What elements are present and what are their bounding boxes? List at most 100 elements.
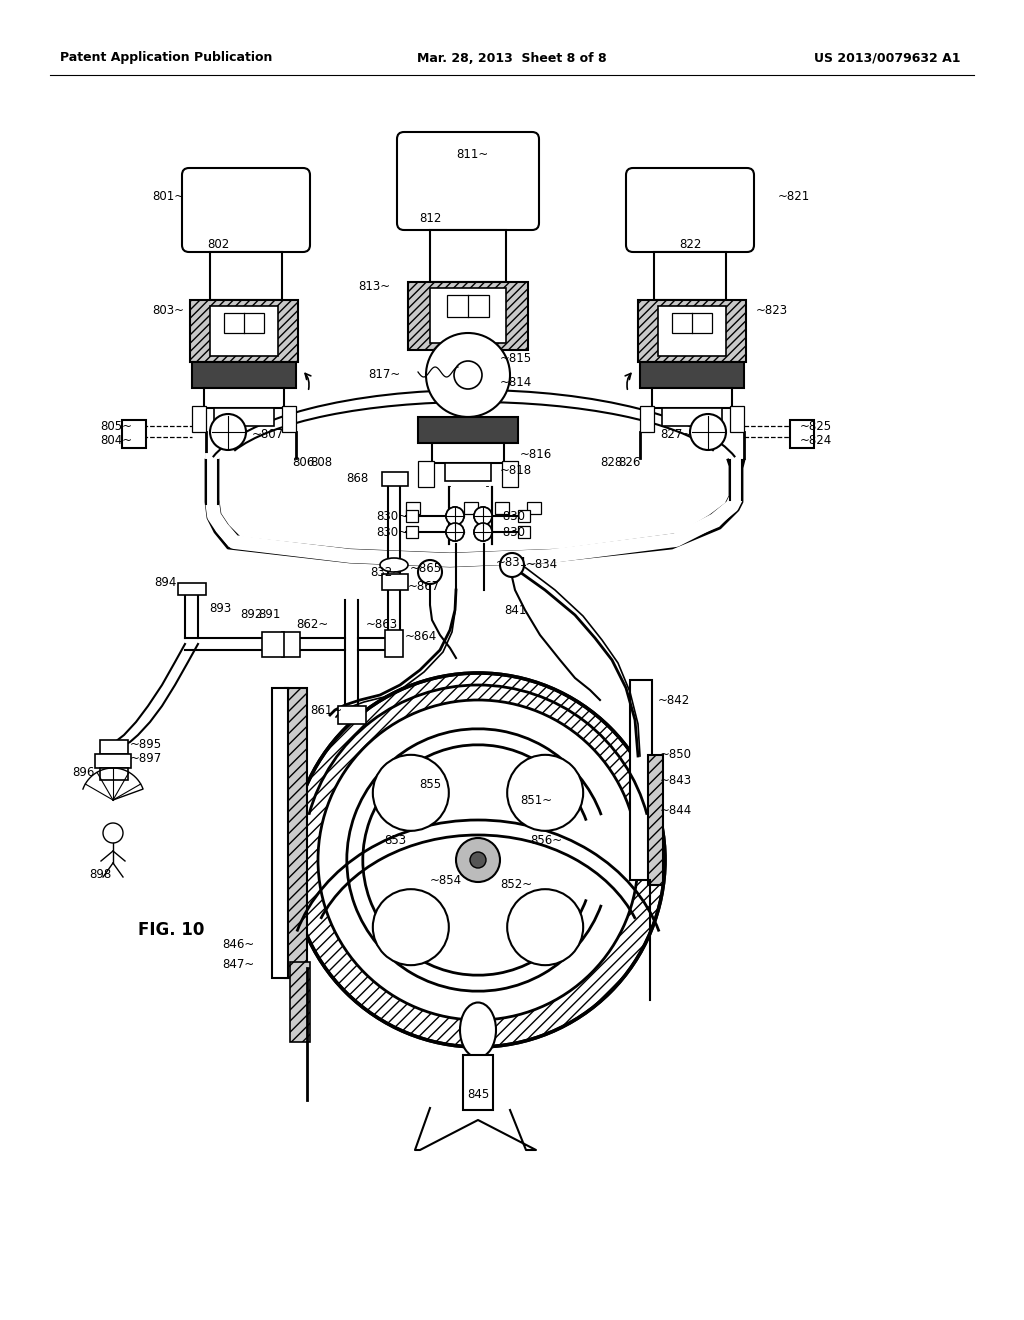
- Bar: [418, 417, 518, 444]
- Text: ~834: ~834: [526, 558, 558, 572]
- Text: ~824: ~824: [800, 433, 833, 446]
- Text: ~867: ~867: [408, 579, 440, 593]
- Text: 828: 828: [600, 455, 623, 469]
- Text: 846~: 846~: [222, 939, 254, 952]
- Text: Patent Application Publication: Patent Application Publication: [60, 51, 272, 65]
- Text: 832~: 832~: [370, 565, 402, 578]
- Text: 847~: 847~: [222, 958, 254, 972]
- Bar: [638, 300, 746, 362]
- Text: 812: 812: [419, 211, 441, 224]
- Text: 855: 855: [419, 779, 441, 792]
- Bar: [193, 407, 206, 432]
- Ellipse shape: [380, 558, 408, 572]
- Bar: [662, 408, 722, 426]
- Ellipse shape: [460, 1002, 496, 1057]
- Circle shape: [690, 414, 726, 450]
- Bar: [652, 388, 732, 408]
- Circle shape: [500, 553, 524, 577]
- Circle shape: [474, 523, 492, 541]
- Text: ~816: ~816: [520, 447, 552, 461]
- Text: 841: 841: [504, 603, 526, 616]
- Text: 891: 891: [258, 607, 281, 620]
- Text: ~843: ~843: [660, 774, 692, 787]
- Text: ~830: ~830: [494, 510, 526, 523]
- Bar: [640, 407, 654, 432]
- Circle shape: [446, 523, 464, 541]
- Bar: [430, 230, 506, 282]
- Bar: [338, 706, 366, 723]
- Circle shape: [418, 560, 442, 583]
- Bar: [122, 420, 146, 447]
- Bar: [262, 632, 284, 657]
- Text: ~830: ~830: [494, 525, 526, 539]
- Bar: [210, 306, 278, 356]
- Bar: [463, 1055, 493, 1110]
- Text: ~825: ~825: [800, 421, 833, 433]
- Bar: [658, 306, 726, 356]
- Circle shape: [507, 755, 584, 830]
- Bar: [382, 473, 408, 486]
- Text: ~854: ~854: [430, 874, 462, 887]
- Text: ~863: ~863: [366, 619, 398, 631]
- Text: ~831: ~831: [496, 556, 528, 569]
- Bar: [290, 962, 310, 1041]
- Text: Mar. 28, 2013  Sheet 8 of 8: Mar. 28, 2013 Sheet 8 of 8: [417, 51, 607, 65]
- Bar: [518, 525, 530, 539]
- Text: 803~: 803~: [152, 304, 184, 317]
- Text: ~815: ~815: [500, 351, 532, 364]
- Text: 893: 893: [209, 602, 231, 615]
- Bar: [672, 313, 712, 333]
- Text: 892: 892: [240, 607, 262, 620]
- Text: ~850: ~850: [660, 748, 692, 762]
- Text: ~842: ~842: [658, 693, 690, 706]
- Circle shape: [103, 822, 123, 843]
- Bar: [282, 407, 296, 432]
- Circle shape: [446, 523, 464, 541]
- Text: 813~: 813~: [358, 280, 390, 293]
- Text: 856~: 856~: [530, 833, 562, 846]
- Text: 896: 896: [72, 767, 94, 780]
- Bar: [178, 583, 206, 595]
- Bar: [100, 768, 128, 780]
- Bar: [630, 680, 652, 880]
- Bar: [214, 408, 274, 426]
- Text: ~821: ~821: [778, 190, 810, 202]
- FancyBboxPatch shape: [397, 132, 539, 230]
- Text: 853: 853: [384, 833, 407, 846]
- Bar: [447, 294, 489, 317]
- Bar: [730, 407, 744, 432]
- Bar: [210, 252, 282, 300]
- Circle shape: [291, 673, 665, 1047]
- Text: 811~: 811~: [456, 149, 488, 161]
- Circle shape: [474, 507, 492, 525]
- Polygon shape: [415, 1107, 536, 1150]
- Text: ~895: ~895: [130, 738, 162, 751]
- Circle shape: [474, 523, 492, 541]
- Bar: [418, 461, 434, 487]
- Text: 806: 806: [292, 455, 314, 469]
- FancyBboxPatch shape: [626, 168, 754, 252]
- Bar: [450, 487, 492, 544]
- Text: ~814: ~814: [500, 375, 532, 388]
- Text: 894: 894: [154, 576, 176, 589]
- Bar: [406, 525, 418, 539]
- Text: ~864: ~864: [406, 631, 437, 644]
- Circle shape: [507, 890, 584, 965]
- Bar: [382, 574, 408, 590]
- Text: 868: 868: [346, 471, 369, 484]
- Bar: [100, 741, 128, 754]
- Circle shape: [456, 838, 500, 882]
- Bar: [385, 630, 403, 657]
- Bar: [193, 362, 296, 388]
- Text: 804~: 804~: [100, 433, 132, 446]
- Bar: [464, 502, 478, 513]
- Bar: [190, 300, 298, 362]
- Circle shape: [426, 333, 510, 417]
- Bar: [654, 252, 726, 300]
- Bar: [518, 510, 530, 521]
- Circle shape: [446, 507, 464, 525]
- Circle shape: [210, 414, 246, 450]
- Polygon shape: [83, 768, 143, 800]
- Bar: [445, 463, 490, 480]
- Bar: [527, 502, 541, 513]
